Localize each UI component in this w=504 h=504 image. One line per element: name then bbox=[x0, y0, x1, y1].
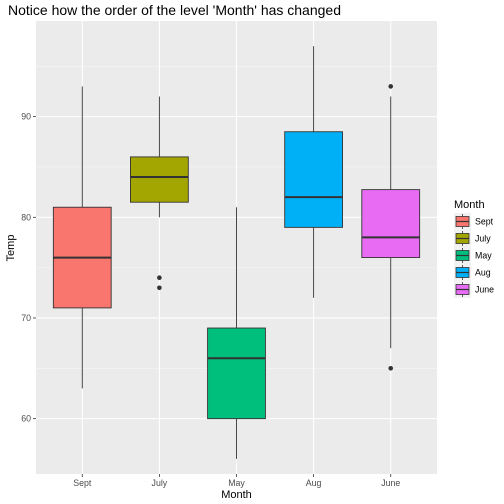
legend-item-may: May bbox=[454, 247, 492, 264]
outlier-point bbox=[388, 366, 394, 371]
x-axis-title: Month bbox=[221, 489, 252, 501]
box-may bbox=[207, 207, 266, 459]
x-tick-label: June bbox=[381, 478, 400, 488]
y-tick-label: 60 bbox=[21, 414, 31, 424]
box-layer bbox=[52, 46, 421, 459]
legend-label: July bbox=[475, 234, 491, 244]
outlier-point bbox=[157, 275, 162, 281]
y-axis-title: Temp bbox=[5, 235, 17, 262]
box-june bbox=[361, 84, 421, 371]
chart-title: Notice how the order of the level 'Month… bbox=[8, 2, 341, 18]
legend-label: May bbox=[475, 251, 492, 261]
y-tick-label: 80 bbox=[21, 212, 31, 222]
legend-label: Aug bbox=[475, 268, 491, 278]
box-body bbox=[284, 131, 343, 228]
legend-title: Month bbox=[454, 199, 485, 211]
y-tick-label: 70 bbox=[21, 313, 31, 323]
legend: Month Sept July May Aug June bbox=[454, 199, 494, 298]
y-axis: 60 70 80 90 bbox=[21, 112, 36, 424]
legend-item-july: July bbox=[454, 230, 491, 247]
outlier-point bbox=[157, 285, 162, 291]
outlier-point bbox=[388, 84, 394, 89]
legend-item-june: June bbox=[454, 281, 494, 298]
x-tick-label: July bbox=[152, 478, 168, 488]
x-tick-label: Sept bbox=[73, 478, 92, 488]
box-body bbox=[207, 327, 266, 420]
y-tick-label: 90 bbox=[21, 112, 31, 122]
x-tick-label: Aug bbox=[306, 478, 322, 488]
legend-item-aug: Aug bbox=[454, 264, 491, 281]
x-tick-label: May bbox=[228, 478, 245, 488]
box-body bbox=[361, 189, 421, 259]
legend-label: Sept bbox=[475, 217, 494, 227]
box-july bbox=[130, 96, 189, 291]
box-aug bbox=[284, 46, 343, 298]
box-sept bbox=[52, 86, 112, 389]
x-axis: Sept July May Aug June bbox=[73, 474, 400, 488]
legend-item-sept: Sept bbox=[454, 213, 494, 230]
box-body bbox=[130, 156, 189, 203]
legend-label: June bbox=[475, 285, 494, 295]
